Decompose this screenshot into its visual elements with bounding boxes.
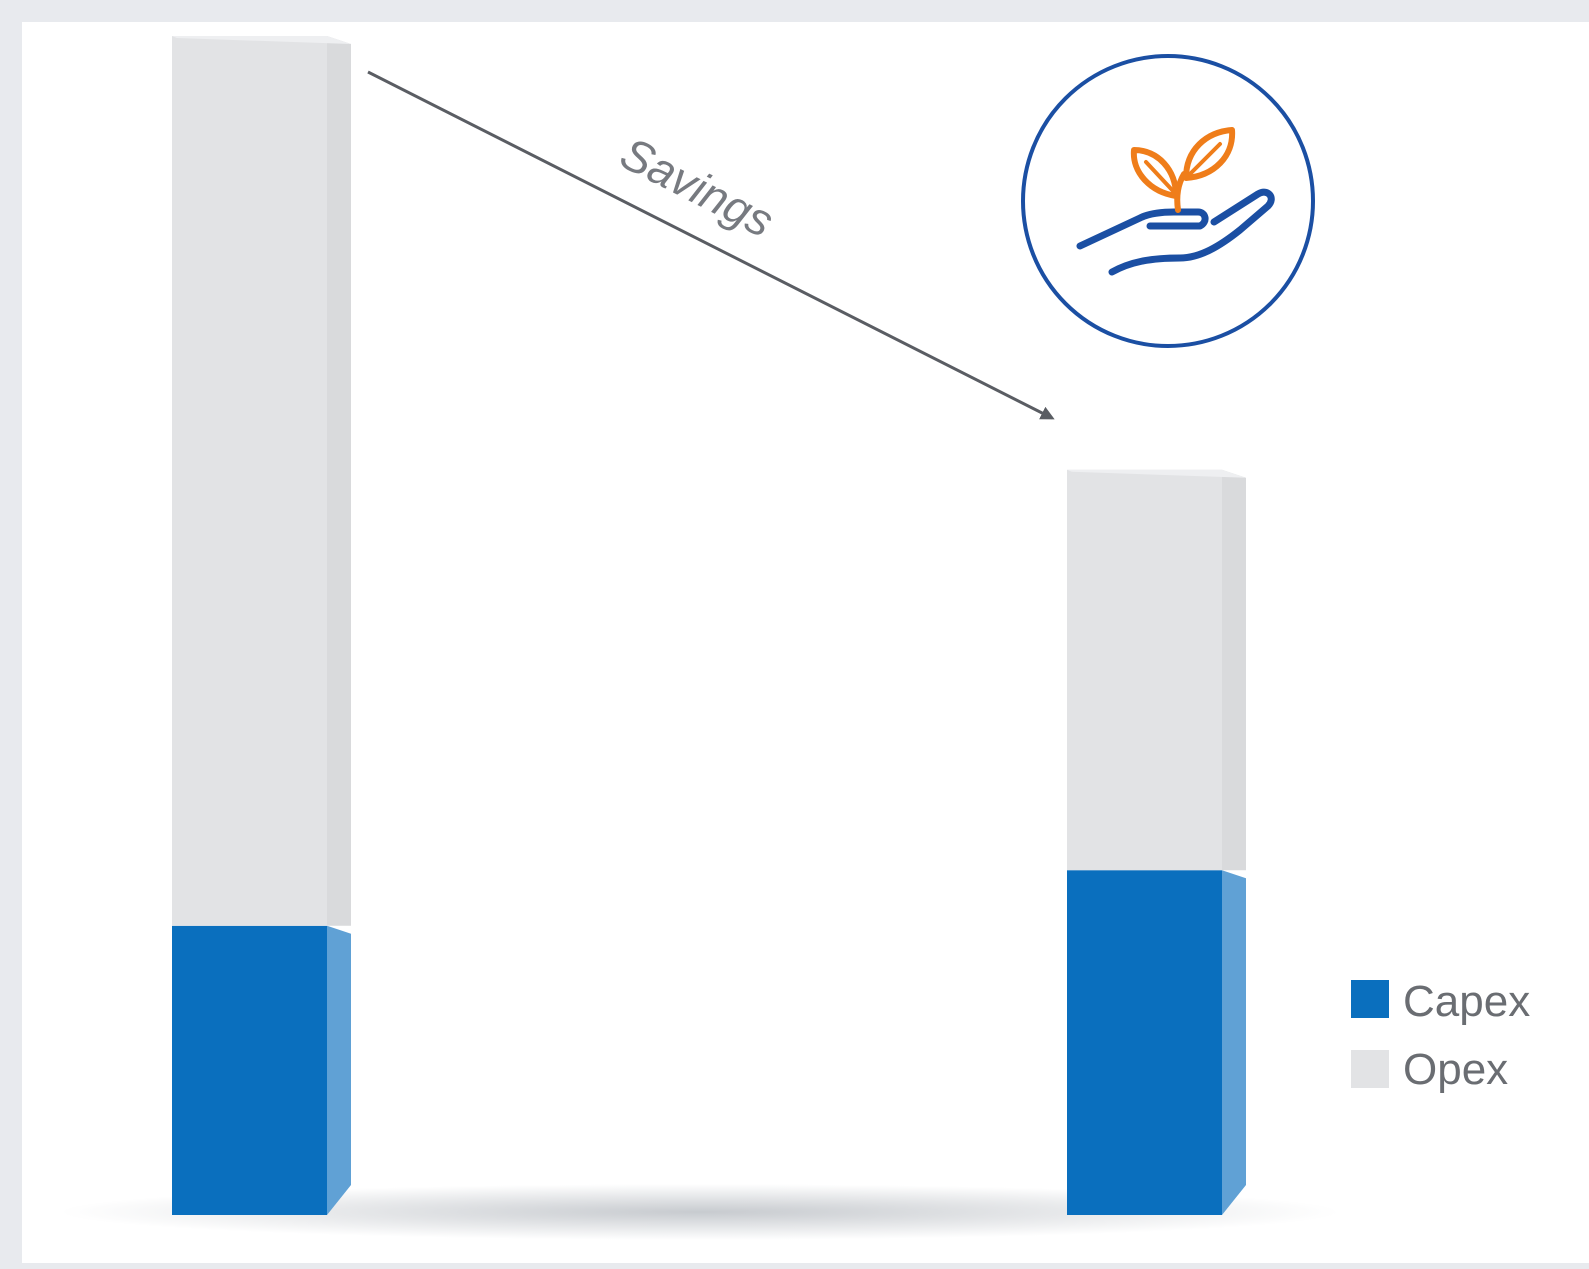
bar-1-capex: [172, 925, 327, 1215]
legend: Capex Opex: [1351, 977, 1530, 1094]
bar-1-opex-side: [327, 36, 351, 926]
bar-2-capex-side: [1222, 870, 1246, 1215]
bar-2-opex-side: [1222, 469, 1246, 871]
bar-1-opex: [172, 36, 327, 926]
savings-arrow: [367, 70, 1055, 420]
savings-label: Savings: [612, 127, 781, 248]
legend-label-capex: Capex: [1403, 977, 1530, 1026]
bar-1-capex-side: [327, 925, 351, 1215]
bar-2-capex: [1067, 870, 1222, 1215]
bar-1-top: [172, 36, 351, 44]
bar-2-top: [1067, 469, 1246, 478]
legend-swatch-capex: [1351, 980, 1389, 1018]
bar-2-opex: [1067, 469, 1222, 871]
floor-shadow: [60, 1184, 1340, 1240]
legend-label-opex: Opex: [1403, 1045, 1508, 1094]
legend-swatch-opex: [1351, 1050, 1389, 1088]
bars-group: [172, 36, 1246, 1215]
hand-holding-plant-icon: [1021, 54, 1315, 348]
